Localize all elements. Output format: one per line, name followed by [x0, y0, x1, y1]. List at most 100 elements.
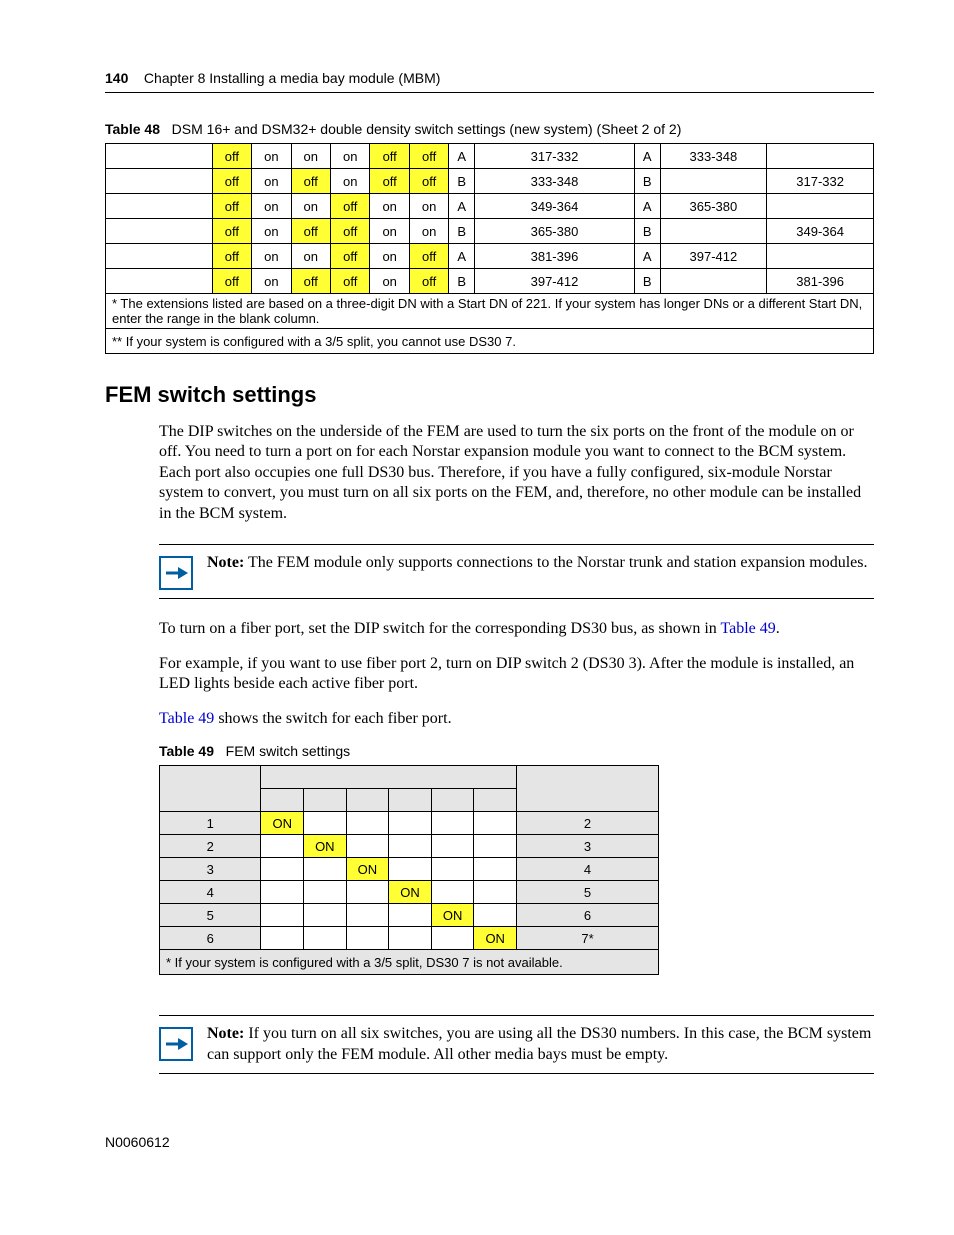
t49-switch-cell [346, 835, 389, 858]
t48-ab: A [449, 244, 475, 269]
note-2-text: Note: If you turn on all six switches, y… [207, 1024, 874, 1065]
note-1: Note: The FEM module only supports conne… [159, 544, 874, 599]
t49-switch-cell [304, 812, 347, 835]
t48-blank [106, 269, 213, 294]
t48-ab: B [449, 269, 475, 294]
t48-ab2: B [634, 269, 660, 294]
t48-ext: 349-364 [474, 194, 634, 219]
t48-blank [106, 219, 213, 244]
t49-ds30: 3 [516, 835, 658, 858]
table48-footnote1: * The extensions listed are based on a t… [106, 294, 874, 329]
t49-ds30: 7* [516, 927, 658, 950]
t48-blank [106, 169, 213, 194]
t49-switch-cell [474, 881, 517, 904]
t48-switch-cell: on [409, 194, 448, 219]
paragraph-2: To turn on a fiber port, set the DIP swi… [159, 619, 874, 639]
t49-switch-cell [261, 881, 304, 904]
t49-port: 1 [160, 812, 261, 835]
t48-blank [106, 144, 213, 169]
t49-switch-cell [304, 881, 347, 904]
t49-port: 6 [160, 927, 261, 950]
t48-ext: 317-332 [474, 144, 634, 169]
t49-switch-cell [431, 812, 474, 835]
paragraph-4: Table 49 shows the switch for each fiber… [159, 709, 874, 729]
t48-switch-cell: off [409, 269, 448, 294]
page-header: 140 Chapter 8 Installing a media bay mod… [105, 70, 874, 86]
t48-switch-cell: on [331, 169, 370, 194]
paragraph-1: The DIP switches on the underside of the… [159, 422, 874, 524]
t49-switch-cell: ON [474, 927, 517, 950]
t48-switch-cell: off [409, 144, 448, 169]
t48-ext: 365-380 [474, 219, 634, 244]
t48-r3: 349-364 [767, 219, 874, 244]
t48-blank [106, 194, 213, 219]
t48-ab2: B [634, 169, 660, 194]
t48-switch-cell: on [252, 244, 291, 269]
t48-switch-cell: off [212, 219, 251, 244]
t49-switch-cell [389, 858, 432, 881]
t48-switch-cell: off [291, 269, 330, 294]
footer-id: N0060612 [105, 1134, 874, 1150]
t49-ds30: 5 [516, 881, 658, 904]
t48-switch-cell: on [252, 169, 291, 194]
t48-r2 [660, 269, 767, 294]
t48-ext: 381-396 [474, 244, 634, 269]
t48-switch-cell: off [212, 194, 251, 219]
t49-head-port [160, 766, 261, 812]
t48-switch-cell: on [409, 219, 448, 244]
t48-r3: 381-396 [767, 269, 874, 294]
t49-port: 3 [160, 858, 261, 881]
t48-switch-cell: off [331, 219, 370, 244]
t49-switch-cell [389, 835, 432, 858]
t48-switch-cell: on [252, 144, 291, 169]
t48-switch-cell: off [331, 194, 370, 219]
t49-switch-cell [304, 858, 347, 881]
table49-link-1[interactable]: Table 49 [720, 620, 775, 637]
t49-switch-cell [474, 858, 517, 881]
t48-switch-cell: on [370, 219, 409, 244]
t48-r2: 365-380 [660, 194, 767, 219]
table49-caption: Table 49 FEM switch settings [159, 743, 874, 759]
t49-switch-cell [389, 812, 432, 835]
t49-switch-cell: ON [431, 904, 474, 927]
t49-switch-cell [346, 881, 389, 904]
t48-ab: B [449, 219, 475, 244]
t48-switch-cell: off [370, 144, 409, 169]
t49-switch-cell [261, 835, 304, 858]
t48-switch-cell: on [370, 269, 409, 294]
t49-head-ds30 [516, 766, 658, 812]
t48-switch-cell: off [291, 219, 330, 244]
t48-r3 [767, 244, 874, 269]
t48-ext: 397-412 [474, 269, 634, 294]
table48-caption: Table 48 DSM 16+ and DSM32+ double densi… [105, 121, 874, 137]
t48-r2: 397-412 [660, 244, 767, 269]
t48-r3 [767, 144, 874, 169]
t48-ab2: A [634, 244, 660, 269]
t49-switch-cell [389, 904, 432, 927]
t48-blank [106, 244, 213, 269]
t48-switch-cell: on [252, 194, 291, 219]
table49-footnote: * If your system is configured with a 3/… [160, 950, 659, 975]
t49-switch-cell: ON [346, 858, 389, 881]
table49: 1ON22ON33ON44ON55ON66ON7* * If your syst… [159, 765, 659, 975]
t48-switch-cell: on [252, 269, 291, 294]
t48-ab: A [449, 194, 475, 219]
t49-switch-cell [431, 858, 474, 881]
t48-ext: 333-348 [474, 169, 634, 194]
t48-switch-cell: off [212, 169, 251, 194]
paragraph-3: For example, if you want to use fiber po… [159, 654, 874, 695]
t48-switch-cell: on [252, 219, 291, 244]
t48-switch-cell: on [291, 194, 330, 219]
t49-switch-cell [346, 812, 389, 835]
t49-switch-cell [389, 927, 432, 950]
table48-footnote2: ** If your system is configured with a 3… [106, 329, 874, 354]
table49-link-2[interactable]: Table 49 [159, 710, 214, 727]
t49-ds30: 4 [516, 858, 658, 881]
t48-r2 [660, 219, 767, 244]
chapter-title: Chapter 8 Installing a media bay module … [144, 70, 440, 86]
t49-switch-cell [346, 904, 389, 927]
t48-r3: 317-332 [767, 169, 874, 194]
note-2: Note: If you turn on all six switches, y… [159, 1015, 874, 1074]
t48-switch-cell: on [370, 244, 409, 269]
t48-ab: B [449, 169, 475, 194]
